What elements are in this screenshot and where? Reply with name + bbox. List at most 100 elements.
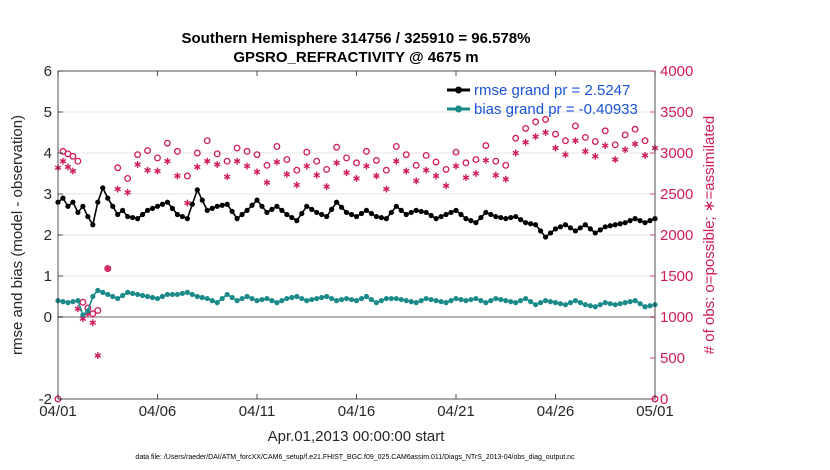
assimilated-obs-marker — [562, 151, 569, 159]
bias-point — [403, 298, 409, 304]
possible-obs-marker — [323, 165, 331, 173]
rmse-point — [547, 230, 554, 236]
possible-obs-marker — [183, 172, 191, 180]
bias-point — [428, 296, 434, 303]
possible-obs-marker — [333, 143, 341, 151]
bias-point — [194, 293, 200, 300]
chart-title-line1: Southern Hemisphere 314756 / 325910 = 96… — [182, 30, 531, 47]
assimilated-obs-marker — [363, 162, 370, 170]
rmse-point — [518, 217, 524, 223]
rmse-point — [443, 211, 449, 218]
bias-point — [85, 308, 91, 314]
bias-point — [110, 293, 116, 300]
rmse-point — [523, 220, 529, 226]
bias-point — [149, 294, 156, 301]
bias-point — [468, 296, 474, 303]
asterisk-stroke — [383, 186, 390, 192]
rmse-point — [154, 203, 161, 209]
y-right-tick-label: 4000 — [660, 63, 693, 80]
bias-point — [637, 301, 643, 307]
rmse-point — [244, 207, 250, 213]
asterisk-stroke — [184, 200, 191, 206]
bias-point — [224, 291, 230, 298]
asterisk-stroke — [74, 306, 82, 312]
rmse-point — [632, 216, 638, 222]
rmse-point — [338, 204, 345, 210]
assimilated-obs-marker — [213, 161, 221, 168]
rmse-point — [264, 209, 270, 216]
asterisk-stroke — [213, 162, 221, 167]
assimilated-obs-marker — [592, 152, 599, 160]
bias-point — [617, 301, 623, 307]
assimilated-obs-marker — [263, 179, 271, 186]
bias-point — [329, 295, 335, 302]
rmse-point — [503, 216, 509, 222]
rmse-point — [214, 203, 220, 209]
rmse-point — [433, 216, 439, 222]
bias-point — [463, 298, 469, 304]
possible-obs-marker — [392, 142, 400, 150]
asterisk-stroke — [174, 173, 181, 179]
possible-obs-marker — [69, 152, 77, 160]
rmse-point — [353, 213, 360, 220]
x-tick-label: 04/06 — [139, 403, 177, 420]
rmse-point — [319, 211, 325, 218]
rmse-point — [453, 207, 459, 213]
rmse-point — [60, 195, 66, 201]
possible-obs-marker — [283, 156, 291, 164]
asterisk-stroke — [69, 168, 77, 174]
bias-point — [518, 298, 524, 304]
rmse-point — [592, 230, 598, 236]
legend-rmse-label: rmse grand pr = 2.5247 — [474, 82, 630, 99]
asterisk-stroke — [253, 169, 261, 175]
rmse-point — [174, 211, 180, 218]
rmse-point — [164, 199, 171, 205]
rmse-point — [622, 220, 628, 226]
bias-point — [378, 298, 384, 304]
rmse-point — [284, 211, 290, 218]
rmse-point — [627, 218, 633, 224]
bias-point — [334, 298, 340, 304]
y-right-tick-label: 2000 — [660, 227, 693, 244]
bias-point — [483, 300, 489, 306]
rmse-point — [612, 222, 618, 228]
asterisk-stroke — [283, 172, 291, 177]
possible-obs-marker — [522, 124, 530, 132]
legend: rmse grand pr = 2.5247 bias grand pr = -… — [447, 82, 638, 118]
assimilated-obs-marker — [502, 175, 510, 183]
assimilated-obs-marker — [134, 161, 141, 168]
possible-obs-marker — [343, 154, 350, 162]
y-left-tick-label: 6 — [44, 63, 52, 80]
rmse-point — [373, 213, 379, 220]
assimilated-obs-marker — [69, 167, 77, 175]
bias-series — [55, 287, 658, 318]
assimilated-obs-marker — [323, 183, 330, 191]
asterisk-stroke — [124, 190, 131, 195]
rmse-point — [587, 226, 593, 232]
rmse-point — [537, 228, 544, 234]
rmse-point — [562, 222, 569, 228]
rmse-point — [239, 211, 245, 218]
asterisk-stroke — [303, 163, 311, 169]
rmse-point — [602, 224, 608, 230]
rmse-point — [597, 227, 603, 233]
asterisk-stroke — [592, 153, 599, 159]
assimilated-obs-marker — [343, 169, 350, 177]
bias-point — [513, 300, 519, 306]
assimilated-obs-marker — [472, 170, 480, 177]
bias-point — [204, 295, 210, 302]
asterisk-stroke — [293, 182, 301, 188]
legend-bias-label: bias grand pr = -0.40933 — [474, 101, 638, 118]
bias-point — [319, 294, 325, 301]
rmse-point — [189, 201, 195, 207]
possible-obs-marker — [402, 151, 410, 159]
assimilated-obs-marker — [114, 185, 121, 193]
rmse-point — [398, 207, 404, 213]
rmse-point — [403, 211, 409, 218]
possible-obs-marker — [193, 149, 201, 157]
assimilated-obs-marker — [641, 152, 649, 159]
bias-point — [363, 293, 370, 300]
rmse-point — [289, 214, 295, 221]
asterisk-stroke — [154, 168, 161, 174]
possible-obs-marker — [552, 130, 559, 138]
